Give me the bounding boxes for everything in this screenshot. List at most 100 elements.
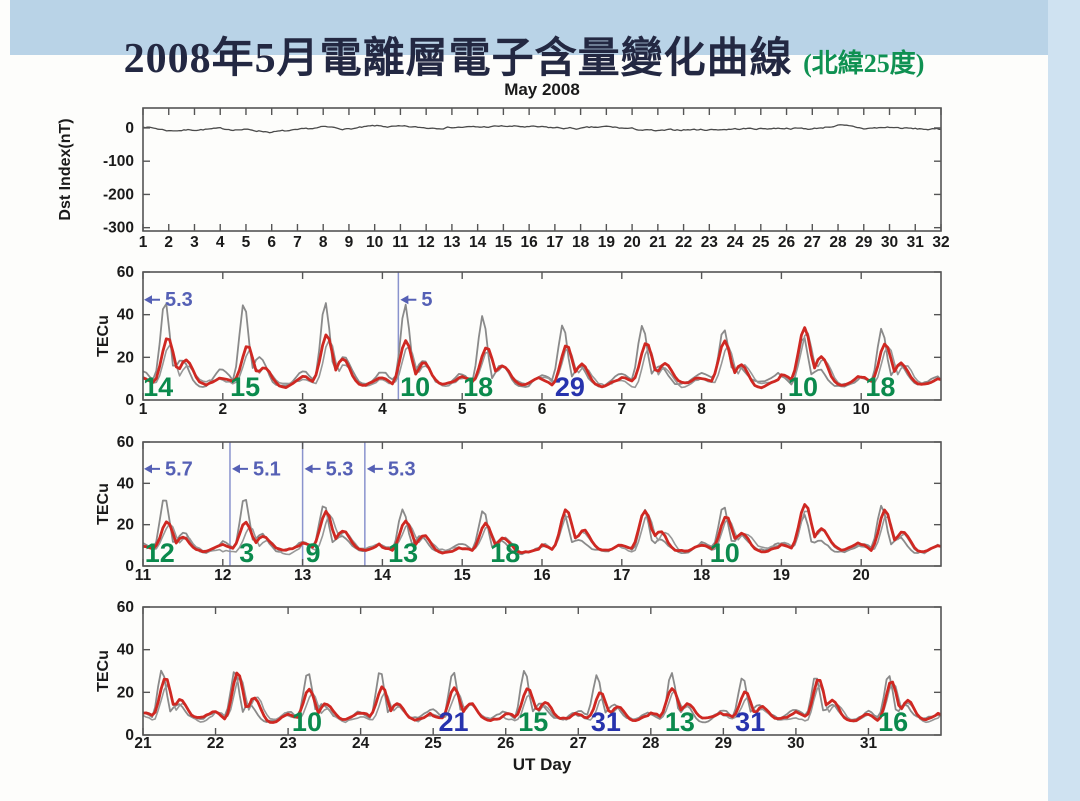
x-tick-label: 9: [345, 234, 354, 251]
day-number-label: 18: [865, 372, 895, 402]
y-tick-label: 0: [125, 727, 134, 744]
y-tick-label: -100: [103, 153, 134, 170]
x-tick-label: 6: [538, 401, 547, 418]
x-tick-label: 3: [190, 234, 199, 251]
x-tick-label: 19: [773, 567, 791, 584]
x-tick-label: 15: [495, 234, 513, 251]
x-tick-label: 13: [443, 234, 461, 251]
x-tick-label: 23: [279, 735, 297, 752]
x-tick-label: 27: [570, 735, 587, 752]
x-tick-label: 11: [135, 567, 152, 584]
tec3-svg: 21 22 23 24 25 26 27 28 29 30 31 0 20 40 60 TECu 10 21 15 3…: [95, 599, 942, 752]
y-tick-label: 40: [117, 475, 134, 492]
x-tick-label: 14: [374, 567, 392, 584]
dst-svg: 1 2 3 4 5 6 7 8 9 10 11 12 13 14 15 16 17 18 19 20 21 22 23 24 2…: [57, 107, 950, 251]
x-tick-label: 6: [267, 234, 276, 251]
x-tick-label: 26: [778, 234, 796, 251]
x-tick-label: 28: [642, 735, 660, 752]
left-arrow-icon: [366, 464, 375, 474]
y-axis-title: TECu: [95, 483, 112, 525]
y-tick-label: 60: [117, 264, 134, 281]
x-tick-label: 25: [752, 234, 770, 251]
x-tick-label: 3: [298, 401, 307, 418]
x-tick-label: 31: [907, 234, 925, 251]
x-tick-label: 31: [860, 735, 878, 752]
x-tick-label: 1: [139, 401, 148, 418]
x-tick-label: 16: [521, 234, 539, 251]
left-arrow-icon: [144, 295, 152, 305]
x-tick-label: 2: [164, 234, 173, 251]
x-tick-label: 14: [469, 234, 487, 251]
x-tick-label: 30: [787, 735, 804, 752]
y-tick-label: 60: [117, 599, 134, 616]
y-tick-label: 60: [117, 434, 134, 451]
x-tick-label: 24: [352, 735, 370, 752]
y-tick-label: 0: [125, 392, 134, 409]
page-title-text: 2008年5月電離層電子含量變化曲線: [123, 36, 793, 82]
x-tick-label: 17: [546, 234, 563, 251]
x-tick-label: 32: [932, 234, 949, 251]
day-number-label: 31: [591, 707, 621, 737]
x-tick-label: 27: [804, 234, 821, 251]
x-tick-label: 5: [458, 401, 467, 418]
day-number-label: 10: [292, 707, 322, 737]
y-tick-label: 40: [117, 307, 134, 324]
day-number-label: 10: [788, 372, 818, 402]
x-tick-label: 15: [454, 567, 472, 584]
x-tick-label: 2: [218, 401, 227, 418]
top-blue-band: [10, 0, 1080, 55]
day-number-label: 9: [305, 538, 320, 568]
day-number-label: 3: [239, 538, 254, 568]
left-arrow-icon: [231, 464, 240, 474]
x-tick-label: 8: [319, 234, 328, 251]
x-tick-label: 16: [533, 567, 551, 584]
x-tick-label: 21: [134, 735, 152, 752]
day-number-label: 15: [518, 707, 548, 737]
x-tick-label: 18: [693, 567, 711, 584]
x-tick-label: 21: [649, 234, 667, 251]
tec-chart-days-11-20: 11 12 13 14 15 16 17 18 19 20 0 20 40 60 TECu 12 3 9 13 18 1…: [0, 432, 1080, 595]
x-tick-label: 1: [139, 234, 148, 251]
x-tick-label: 22: [675, 234, 692, 251]
series-observed-TEC-red: [143, 503, 941, 555]
x-tick-label: 20: [853, 567, 870, 584]
x-tick-label: 30: [881, 234, 898, 251]
plot-box: [142, 107, 942, 232]
event-marker-value: 5.3: [326, 458, 354, 480]
x-tick-label: 20: [623, 234, 640, 251]
left-arrow-icon: [400, 295, 409, 305]
plot-box: [142, 606, 942, 736]
x-tick-label: 18: [572, 234, 590, 251]
day-number-label: 29: [555, 372, 585, 402]
x-tick-label: 28: [829, 234, 847, 251]
day-number-label: 18: [463, 372, 493, 402]
day-number-label: 16: [878, 707, 908, 737]
series-Dst index (hourly, quiet ~0 nT): [143, 124, 941, 134]
series-observed-TEC-red: [143, 671, 941, 724]
x-tick-label: 10: [853, 401, 870, 418]
y-tick-label: 20: [117, 349, 134, 366]
y-tick-label: 0: [125, 120, 134, 137]
day-number-label: 31: [735, 707, 765, 737]
tec-chart-days-21-31: 21 22 23 24 25 26 27 28 29 30 31 0 20 40 60 TECu 10 21 15 3…: [0, 597, 1080, 755]
y-tick-label: -300: [103, 220, 134, 237]
x-tick-label: 8: [697, 401, 706, 418]
x-tick-label: 9: [777, 401, 786, 418]
x-tick-label: 4: [216, 234, 225, 251]
x-tick-label: 17: [613, 567, 630, 584]
left-arrow-icon: [144, 464, 152, 474]
event-marker-value: 5.3: [388, 458, 416, 480]
x-tick-label: 12: [418, 234, 435, 251]
x-tick-label: 24: [726, 234, 744, 251]
y-axis-title: Dst Index(nT): [57, 118, 74, 220]
tec-chart-days-1-10: 1 2 3 4 5 6 7 8 9 10 0 20 40 60 TECu 14 15 10 18 29 10 18 5.3 5: [0, 262, 1080, 430]
x-tick-label: 7: [293, 234, 302, 251]
x-tick-label: 29: [855, 234, 873, 251]
day-number-label: 12: [145, 538, 175, 568]
y-tick-label: 40: [117, 642, 134, 659]
x-tick-label: 5: [242, 234, 251, 251]
x-tick-label: 7: [617, 401, 626, 418]
y-tick-label: 0: [125, 558, 134, 575]
